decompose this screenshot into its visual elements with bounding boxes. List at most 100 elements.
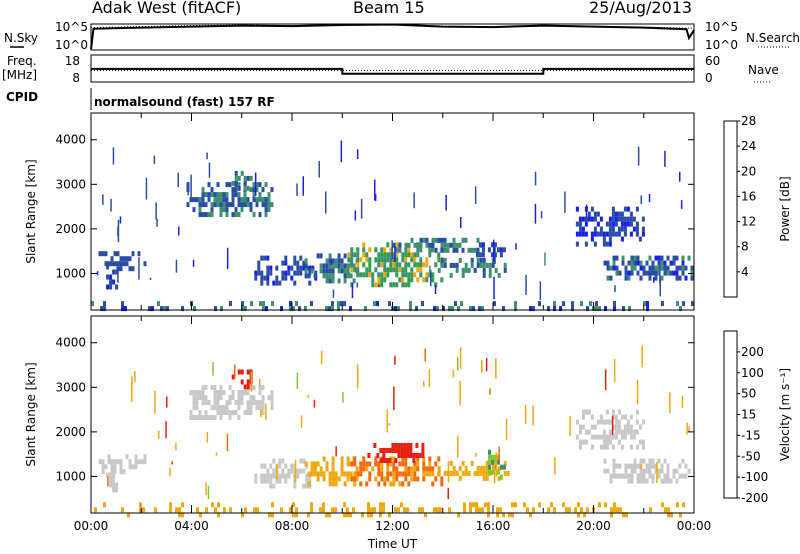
power-cell [593, 226, 597, 232]
power-colorbar-title: Power [dB] [778, 176, 792, 241]
power-cell [398, 262, 402, 268]
velocity-cell [370, 507, 373, 513]
velocity-cell [281, 458, 285, 464]
velocity-cell [610, 507, 613, 513]
power-cell [593, 216, 597, 222]
power-cell [672, 270, 676, 276]
velocity-cell [612, 458, 616, 464]
power-cell [419, 272, 423, 278]
velocity-streak [131, 376, 133, 387]
velocity-cell [660, 478, 664, 484]
velocity-cell [457, 512, 460, 518]
velocity-cell [169, 507, 172, 513]
power-cell [331, 278, 335, 284]
velocity-cell [404, 461, 408, 467]
power-cell [304, 273, 308, 279]
power-cell [622, 306, 625, 312]
power-cell [416, 262, 420, 268]
power-cell [281, 270, 285, 276]
power-cell [266, 275, 270, 281]
velocity-cell [307, 471, 311, 477]
power-cell [596, 231, 600, 237]
power-cell [578, 231, 582, 237]
velocity-cell [660, 468, 664, 474]
power-cell [443, 242, 447, 248]
power-cell [434, 262, 438, 268]
velocity-cell [240, 390, 244, 396]
power-cell [613, 306, 616, 312]
velocity-cell [211, 502, 214, 508]
velocity-streak [554, 457, 556, 475]
power-cell [612, 260, 616, 266]
velocity-cell [337, 476, 341, 482]
velocity-cell [491, 465, 495, 471]
power-cell [246, 175, 250, 181]
power-cell [204, 212, 208, 218]
velocity-cell [243, 390, 247, 396]
velocity-cell [228, 395, 232, 401]
power-cell [262, 306, 265, 312]
velocity-streak [423, 381, 425, 387]
velocity-cell [386, 461, 390, 467]
velocity-cell [106, 472, 110, 478]
power-cell [488, 262, 492, 268]
velocity-streak [294, 459, 297, 483]
velocity-cell [272, 458, 276, 464]
velocity-streak [300, 415, 303, 428]
power-cell [571, 301, 574, 307]
velocity-cell [356, 471, 360, 477]
power-streak [515, 243, 517, 250]
power-cell [425, 242, 429, 248]
power-cell [328, 263, 332, 269]
velocity-cell [379, 458, 383, 463]
power-cell [368, 247, 372, 253]
velocity-cell [219, 395, 223, 401]
velocity-cell [553, 507, 556, 513]
velocity-cell [633, 458, 637, 464]
velocity-cell [340, 471, 344, 477]
velocity-cell [367, 507, 370, 513]
power-cell [356, 272, 360, 278]
power-cell [237, 212, 241, 218]
program-label: normalsound (fast) 157 RF [94, 95, 275, 109]
velocity-cell [623, 424, 627, 430]
power-streak [340, 140, 343, 163]
power-cell [416, 277, 420, 283]
power-cell [343, 253, 347, 259]
power-cell [419, 257, 423, 263]
power-cell [237, 175, 241, 181]
velocity-cell [271, 512, 274, 518]
velocity-cell [178, 512, 181, 518]
power-cell [254, 275, 258, 281]
power-cell [446, 247, 450, 253]
power-cell [643, 301, 646, 307]
power-cell [210, 202, 214, 208]
power-cell [98, 251, 102, 257]
velocity-cell [630, 478, 634, 484]
velocity-cell [395, 466, 399, 472]
velocity-cell [284, 478, 288, 484]
power-cell [346, 263, 350, 269]
velocity-cell [368, 476, 372, 482]
power-cell [514, 301, 517, 307]
velocity-cell [391, 448, 395, 453]
velocity-streak [206, 431, 209, 443]
power-cell [350, 262, 354, 268]
velocity-cell [603, 468, 607, 474]
velocity-cell [328, 471, 332, 477]
power-cell [654, 255, 658, 261]
power-cell [243, 180, 247, 186]
velocity-cell [412, 458, 416, 463]
velocity-cell [377, 471, 381, 477]
velocity-cell [346, 512, 349, 518]
power-cell [377, 257, 381, 263]
power-cell [257, 270, 261, 276]
power-cell [449, 272, 453, 278]
velocity-cell [125, 454, 129, 460]
power-cell [234, 170, 238, 176]
power-cell [657, 260, 661, 266]
velocity-cell [107, 454, 111, 460]
power-cell [672, 255, 676, 261]
power-cell [494, 267, 498, 273]
velocity-cell [213, 385, 217, 391]
